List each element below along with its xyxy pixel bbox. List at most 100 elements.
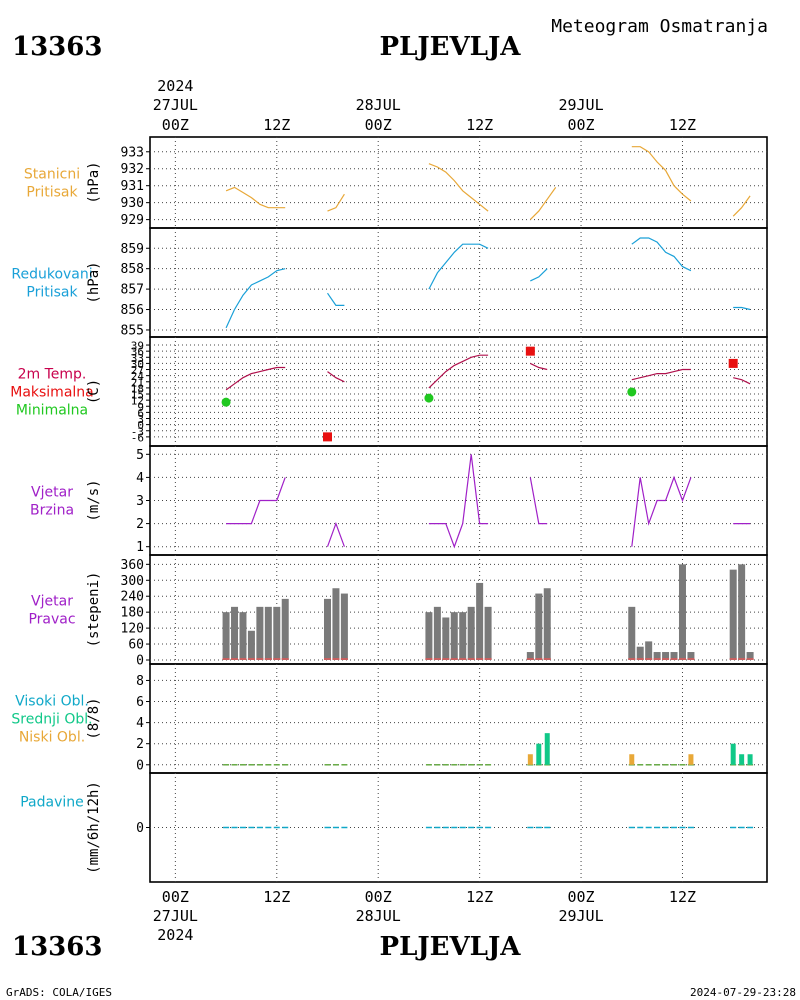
panel-frame <box>149 227 768 338</box>
min-temp-marker <box>221 397 231 407</box>
series-line <box>631 475 692 547</box>
wind-direction-bar <box>323 598 331 660</box>
station-name-bottom: PLJEVLJA <box>380 932 522 962</box>
wind-direction-bar <box>476 582 484 660</box>
panel-station-pressure: 929 930 931 932 933 Stanicni Pritisak (hPa) <box>24 136 768 229</box>
y-tick-label: 857 <box>121 283 144 298</box>
wind-direction-bar <box>653 652 661 660</box>
y-tick-label: 15 <box>131 389 144 402</box>
wind-direction-bar <box>450 612 458 660</box>
panel-frame <box>149 136 768 229</box>
wind-direction-bar <box>678 564 686 660</box>
min-temp-marker <box>424 393 434 403</box>
y-tick-label: 30 <box>131 358 144 371</box>
wind-direction-bar <box>281 598 289 660</box>
cloud-bar <box>747 754 753 765</box>
wind-direction-bar <box>636 646 644 660</box>
bottom-year-label: 2024 <box>157 926 193 944</box>
top-day-label: 29JUL <box>558 96 603 114</box>
y-tick-label: 856 <box>121 303 144 318</box>
unit-label: (C) <box>86 379 102 404</box>
series-line <box>530 268 548 282</box>
y-tick-label: 21 <box>131 376 144 389</box>
y-tick-label: 4 <box>136 716 144 731</box>
panel-frame <box>149 336 768 447</box>
y-tick-label: 0 <box>136 821 144 836</box>
wind-direction-bar <box>222 612 230 660</box>
y-tick-label: 933 <box>121 145 144 160</box>
top-hour-label: 12Z <box>669 116 696 134</box>
series-line <box>733 306 751 311</box>
wind-direction-bar <box>340 593 348 660</box>
bottom-hour-label: 12Z <box>263 888 290 906</box>
panel-label: 2m Temp. <box>18 367 87 383</box>
panel-label: Niski Obl. <box>19 730 85 746</box>
max-temp-marker <box>322 432 332 442</box>
series-line <box>428 354 489 389</box>
max-temp-marker <box>728 358 738 368</box>
series-line <box>428 243 489 290</box>
y-tick-label: 12 <box>131 395 144 408</box>
bottom-hour-label: 12Z <box>669 888 696 906</box>
y-tick-label: 5 <box>136 448 144 463</box>
y-tick-label: 27 <box>131 364 144 377</box>
panel-label: Stanicni <box>24 167 80 183</box>
cloud-bar <box>730 743 736 765</box>
panel-label: Padavine <box>20 795 84 811</box>
y-tick-label: 4 <box>136 471 144 486</box>
wind-direction-bar <box>738 564 746 660</box>
y-tick-label: 24 <box>131 370 145 383</box>
series-line <box>631 237 692 272</box>
series-line <box>327 371 345 383</box>
panel-label: Visoki Obl. <box>15 694 89 710</box>
panel-label: Pravac <box>28 612 75 628</box>
wind-direction-bar <box>687 652 695 660</box>
y-tick-label: 39 <box>131 340 144 353</box>
series-line <box>225 186 286 209</box>
top-day-label: 27JUL <box>153 96 198 114</box>
wind-direction-bar <box>746 652 754 660</box>
panel-label: Pritisak <box>26 285 78 301</box>
panel-precipitation: 0 Padavine (mm/6h/12h) <box>20 772 768 883</box>
y-tick-label: 2 <box>136 737 144 752</box>
max-temp-marker <box>525 346 535 356</box>
y-tick-label: 932 <box>121 162 144 177</box>
panel-label: Vjetar <box>31 485 73 501</box>
wind-direction-bar <box>645 641 653 660</box>
wind-direction-bar <box>256 606 264 660</box>
cloud-bar <box>739 754 745 765</box>
cloud-bar <box>536 743 542 765</box>
y-tick-label: 300 <box>121 574 144 589</box>
panel-label: Maksimalna <box>10 385 94 401</box>
y-tick-label: 2 <box>136 517 144 532</box>
unit-label: (mm/6h/12h) <box>86 781 102 874</box>
wind-direction-bar <box>662 652 670 660</box>
wind-direction-bar <box>332 588 340 660</box>
series-line <box>428 454 489 549</box>
wind-direction-bar <box>729 569 737 660</box>
station-id-top: 13363 <box>12 32 102 62</box>
wind-direction-bar <box>433 606 441 660</box>
panel-reduced-pressure: 855 856 857 858 859 Redukovani Pritisak (hPa) <box>11 227 768 338</box>
top-time-axis: 00Z 12Z 00Z 12Z 00Z 12Z 27JUL 28JUL 29JUL 2024 <box>153 77 696 134</box>
y-tick-label: 36 <box>131 346 144 359</box>
wind-direction-bar <box>535 593 543 660</box>
series-line <box>530 362 548 371</box>
cloud-bar <box>527 754 533 765</box>
y-tick-label: 240 <box>121 590 144 605</box>
y-tick-label: -3 <box>131 425 144 438</box>
wind-direction-bar <box>467 606 475 660</box>
bottom-day-label: 27JUL <box>153 907 198 925</box>
series-line <box>327 292 345 306</box>
panel-label: Pritisak <box>26 185 78 201</box>
meteogram-title: Meteogram Osmatranja <box>551 16 768 37</box>
wind-direction-bar <box>442 617 450 660</box>
y-tick-label: 33 <box>131 352 144 365</box>
bottom-hour-label: 12Z <box>466 888 493 906</box>
wind-direction-bar <box>459 612 467 660</box>
bottom-day-label: 29JUL <box>558 907 603 925</box>
series-line <box>631 368 691 381</box>
series-line <box>225 366 286 391</box>
